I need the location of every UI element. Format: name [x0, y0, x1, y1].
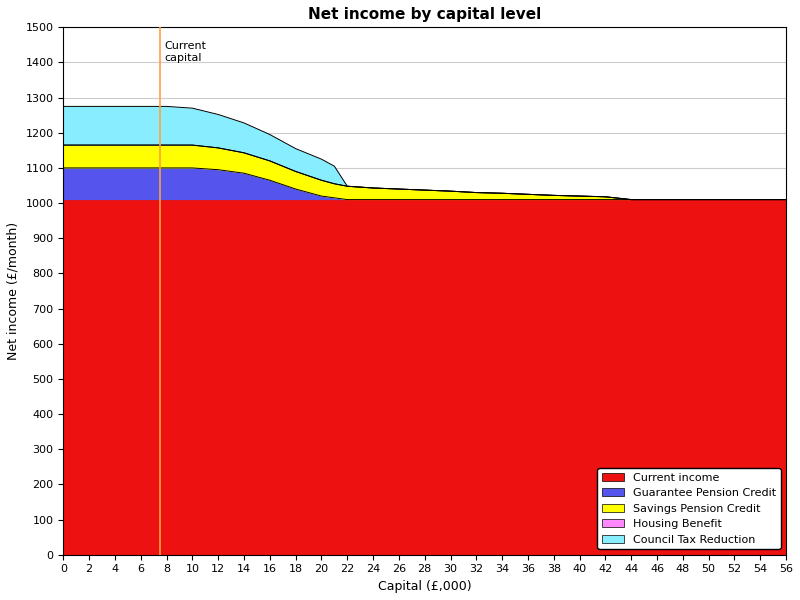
Text: Current
capital: Current capital [164, 41, 206, 63]
Title: Net income by capital level: Net income by capital level [308, 7, 542, 22]
Y-axis label: Net income (£/month): Net income (£/month) [7, 222, 20, 360]
X-axis label: Capital (£,000): Capital (£,000) [378, 580, 471, 593]
Legend: Current income, Guarantee Pension Credit, Savings Pension Credit, Housing Benefi: Current income, Guarantee Pension Credit… [598, 468, 781, 549]
